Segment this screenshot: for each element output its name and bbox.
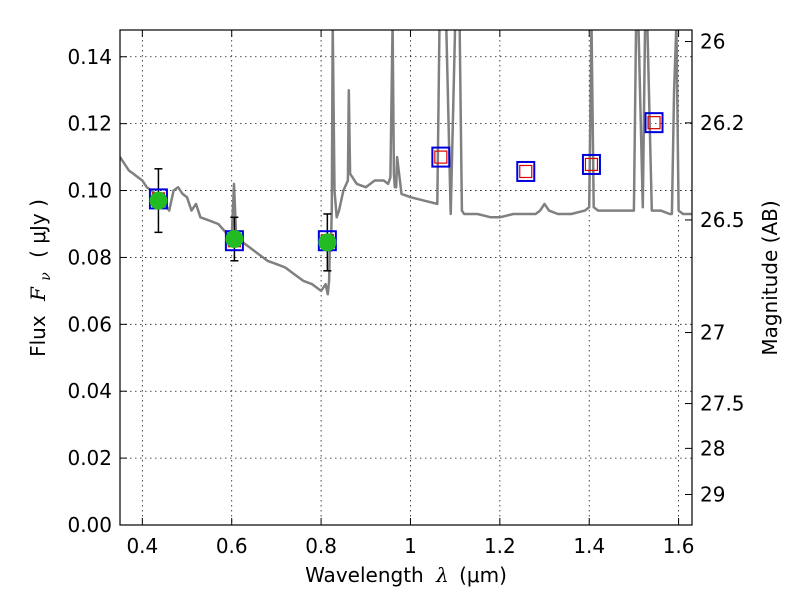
- y2-axis-label: Magnitude (AB): [758, 200, 782, 355]
- x-tick-label: 1.2: [484, 534, 516, 558]
- x-tick-label: 0.4: [126, 534, 158, 558]
- y2-tick-label: 28: [700, 436, 725, 460]
- y-tick-label: 0.02: [67, 446, 112, 470]
- y-tick-label: 0.08: [67, 245, 112, 269]
- y-axis-label: Flux F ν ( μJy ): [26, 199, 55, 357]
- model-photometry-inner: [519, 164, 533, 179]
- x-tick-label: 1.6: [663, 534, 695, 558]
- y-tick-label: 0.12: [67, 112, 112, 136]
- x-tick-label: 1: [404, 534, 417, 558]
- x-tick-label: 0.8: [305, 534, 337, 558]
- model-photometry-inner: [647, 116, 661, 130]
- axis-ticks: 0.4 0.6 0.8 1 1.2 1.4 1.6 0.00 0.02 0.04 0.06 0.08 0…: [67, 30, 744, 558]
- model-photometry-outer: [581, 153, 601, 175]
- y-tick-label: 0.04: [67, 379, 112, 403]
- model-photometry-inner: [584, 157, 599, 172]
- x-tick-label: 1.4: [573, 534, 605, 558]
- model-photometry-inner: [434, 150, 448, 164]
- y2-tick-label: 27.5: [700, 392, 745, 416]
- y-tick-label: 0.00: [67, 513, 112, 537]
- x-tick-label: 0.6: [216, 534, 248, 558]
- photometry-layer: [148, 112, 664, 272]
- y2-tick-label: 27: [700, 321, 725, 345]
- x-axis-label: Wavelength λ (μm): [305, 563, 507, 587]
- y-tick-label: 0.14: [67, 45, 112, 69]
- model-spectrum-layer: [120, 30, 692, 296]
- y-tick-label: 0.10: [67, 179, 112, 203]
- model-photometry-outer: [431, 146, 451, 168]
- y2-tick-label: 29: [700, 482, 725, 506]
- y2-tick-label: 26.5: [700, 208, 745, 232]
- plot-frame: [119, 29, 693, 526]
- model-spectrum-line: [120, 30, 692, 296]
- y2-tick-label: 26.2: [700, 111, 745, 135]
- observed-point: [225, 230, 244, 249]
- y-tick-label: 0.06: [67, 312, 112, 336]
- y2-tick-label: 26: [700, 30, 725, 54]
- observed-point: [318, 233, 337, 252]
- model-photometry-outer: [644, 112, 664, 134]
- observed-point: [149, 191, 168, 210]
- model-photometry-outer: [516, 160, 536, 182]
